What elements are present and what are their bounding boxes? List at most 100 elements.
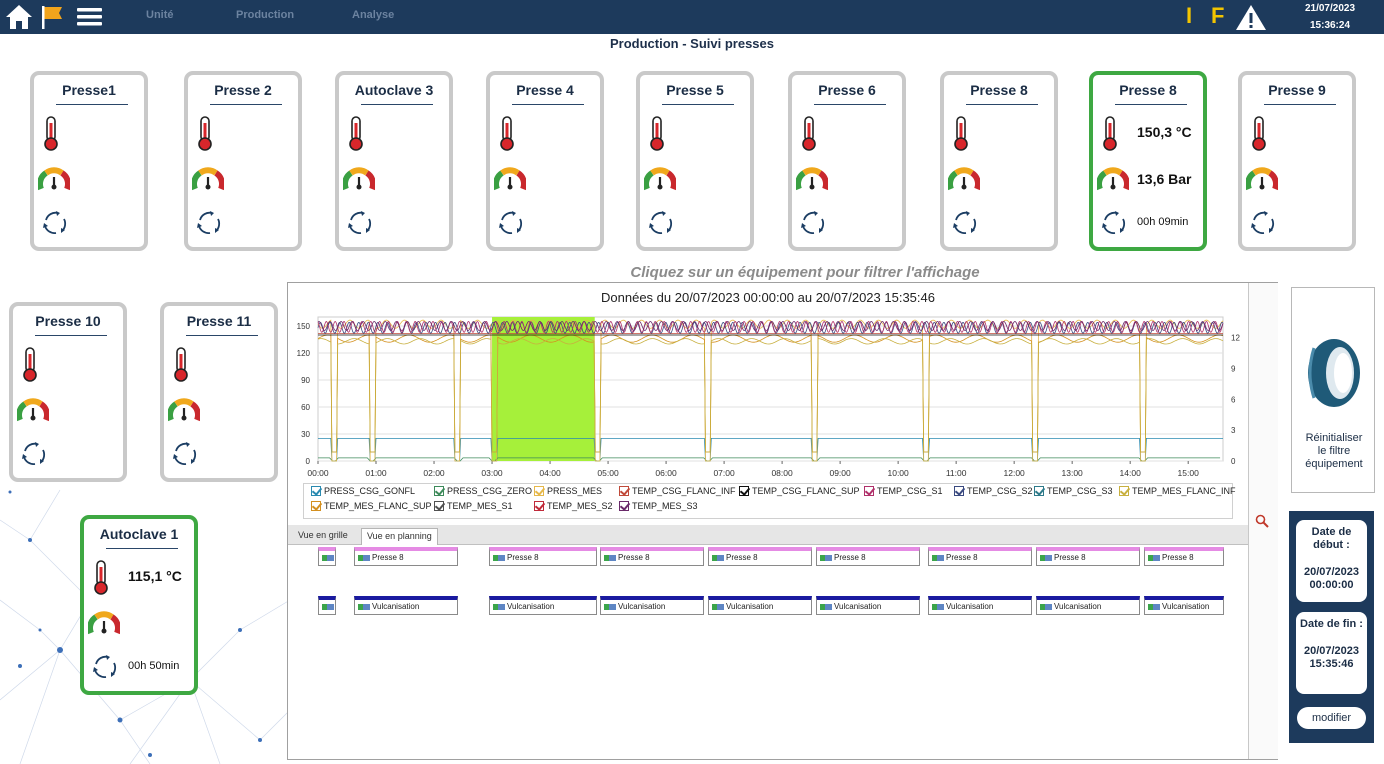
menu-icon[interactable]	[77, 7, 102, 27]
legend-checkbox[interactable]	[534, 486, 544, 496]
warning-icon[interactable]	[1235, 3, 1267, 32]
planning-bar[interactable]: Vulcanisation	[354, 596, 458, 615]
legend-item[interactable]: TEMP_MES_FLANC_SUP	[311, 501, 432, 511]
thermometer-icon	[19, 346, 41, 382]
equipment-name: Presse 10	[35, 313, 101, 329]
legend-item[interactable]: PRESS_MES	[534, 486, 602, 496]
y-right-tick-label: 9	[1231, 364, 1236, 373]
y-left-tick-label: 90	[301, 376, 310, 385]
menu-analyse[interactable]: Analyse	[352, 9, 395, 21]
equipment-card[interactable]: Presse1	[30, 71, 148, 251]
legend-checkbox[interactable]	[311, 486, 321, 496]
start-date-value: 20/07/2023 00:00:00	[1303, 566, 1360, 591]
legend-checkbox[interactable]	[1119, 486, 1129, 496]
view-tabs: Vue en grille Vue en planning	[288, 525, 1248, 545]
legend-checkbox[interactable]	[954, 486, 964, 496]
date-range-panel: Date de début : 20/07/2023 00:00:00 Date…	[1289, 511, 1374, 743]
planning-bar-label: Presse 8	[726, 553, 758, 562]
x-tick-label: 10:00	[887, 468, 909, 478]
y-right-tick-label: 12	[1231, 334, 1240, 343]
cycle-icon	[194, 208, 224, 238]
equipment-card[interactable]: Presse 6	[788, 71, 906, 251]
planning-bar[interactable]	[318, 547, 336, 566]
planning-bar[interactable]: Vulcanisation	[489, 596, 597, 615]
legend-checkbox[interactable]	[1034, 486, 1044, 496]
legend-item[interactable]: TEMP_CSG_S3	[1034, 486, 1113, 496]
legend-item[interactable]: TEMP_CSG_FLANC_SUP	[739, 486, 860, 496]
cycle-icon	[798, 208, 828, 238]
legend-item[interactable]: PRESS_CSG_GONFL	[311, 486, 415, 496]
planning-bar[interactable]: Presse 8	[708, 547, 812, 566]
planning-bar[interactable]: Presse 8	[1144, 547, 1224, 566]
legend-item[interactable]: TEMP_MES_S1	[434, 501, 513, 511]
planning-bar[interactable]: Vulcanisation	[600, 596, 704, 615]
flag-icon[interactable]	[40, 4, 64, 30]
equipment-card[interactable]: Presse 11	[160, 302, 278, 482]
equipment-card[interactable]: Presse 5	[636, 71, 754, 251]
indicator-f[interactable]: F	[1211, 3, 1225, 28]
legend-checkbox[interactable]	[619, 486, 629, 496]
planning-bar[interactable]: Presse 8	[489, 547, 597, 566]
pressure-gauge-icon	[794, 165, 830, 193]
start-date-card[interactable]: Date de début : 20/07/2023 00:00:00	[1296, 520, 1367, 602]
equipment-card[interactable]: Presse 2	[184, 71, 302, 251]
legend-item[interactable]: TEMP_CSG_S1	[864, 486, 943, 496]
planning-bar[interactable]: Vulcanisation	[928, 596, 1032, 615]
legend-item[interactable]: PRESS_CSG_ZERO	[434, 486, 532, 496]
planning-bar[interactable]: Presse 8	[816, 547, 920, 566]
planning-bar-label: Vulcanisation	[1054, 602, 1102, 611]
planning-bar[interactable]: Presse 8	[1036, 547, 1140, 566]
series-line	[318, 457, 1221, 462]
equipment-card[interactable]: Autoclave 3	[335, 71, 453, 251]
tab-planning-view[interactable]: Vue en planning	[361, 528, 438, 545]
legend-checkbox[interactable]	[864, 486, 874, 496]
pressure-gauge-icon	[492, 165, 528, 193]
indicator-i[interactable]: I	[1186, 3, 1193, 28]
legend-item[interactable]: TEMP_CSG_S2	[954, 486, 1033, 496]
pressure-gauge-icon	[15, 396, 51, 424]
menu-unite[interactable]: Unité	[146, 9, 174, 21]
x-tick-label: 06:00	[655, 468, 677, 478]
planning-bar[interactable]: Vulcanisation	[1144, 596, 1224, 615]
x-tick-label: 03:00	[481, 468, 503, 478]
legend-checkbox[interactable]	[434, 501, 444, 511]
chart-legend: PRESS_CSG_GONFL PRESS_CSG_ZERO PRESS_MES TE…	[303, 483, 1236, 519]
legend-checkbox[interactable]	[534, 501, 544, 511]
legend-checkbox[interactable]	[739, 486, 749, 496]
planning-bar[interactable]: Vulcanisation	[708, 596, 812, 615]
home-icon[interactable]	[4, 3, 34, 31]
modify-button[interactable]: modifier	[1297, 707, 1366, 729]
planning-bar[interactable]: Presse 8	[600, 547, 704, 566]
planning-bar[interactable]: Presse 8	[354, 547, 458, 566]
equipment-card[interactable]: Presse 8	[940, 71, 1058, 251]
planning-bar[interactable]: Vulcanisation	[1036, 596, 1140, 615]
planning-bar[interactable]: Presse 8	[928, 547, 1032, 566]
legend-item[interactable]: TEMP_MES_FLANC_INF	[1119, 486, 1236, 496]
legend-label: TEMP_MES_S3	[632, 501, 698, 511]
legend-item[interactable]: TEMP_MES_S3	[619, 501, 698, 511]
tab-grid-view[interactable]: Vue en grille	[298, 530, 348, 540]
legend-item[interactable]: TEMP_CSG_FLANC_INF	[619, 486, 736, 496]
end-date-card[interactable]: Date de fin : 20/07/2023 15:35:46	[1296, 612, 1367, 694]
y-left-tick-label: 120	[297, 349, 311, 358]
legend-checkbox[interactable]	[311, 501, 321, 511]
vertical-scrollbar[interactable]	[1248, 283, 1278, 759]
x-tick-label: 01:00	[365, 468, 387, 478]
equipment-card[interactable]: Presse 10	[9, 302, 127, 482]
planning-bar-label: Vulcanisation	[372, 602, 420, 611]
equipment-card[interactable]: Presse 9	[1238, 71, 1356, 251]
equipment-card[interactable]: Autoclave 1 115,1 °C 00h 50min	[80, 515, 198, 695]
equipment-card[interactable]: Presse 4	[486, 71, 604, 251]
equipment-card[interactable]: Presse 8 150,3 °C 13,6 Bar 00h 09min	[1089, 71, 1207, 251]
reset-filter-button[interactable]: Réinitialiser le filtre équipement	[1291, 287, 1375, 493]
page-title: Production - Suivi presses	[610, 36, 774, 51]
title-divider	[186, 335, 258, 336]
legend-checkbox[interactable]	[434, 486, 444, 496]
legend-checkbox[interactable]	[619, 501, 629, 511]
menu-production[interactable]: Production	[236, 9, 295, 21]
zoom-icon[interactable]	[1255, 514, 1269, 528]
legend-item[interactable]: TEMP_MES_S2	[534, 501, 613, 511]
planning-bar[interactable]	[318, 596, 336, 615]
planning-bar[interactable]: Vulcanisation	[816, 596, 920, 615]
trend-chart[interactable]: 0 30 60 90 120 150 0 3 6 9 12 00:00 01:00 02:00 03:00 0…	[288, 283, 1248, 483]
